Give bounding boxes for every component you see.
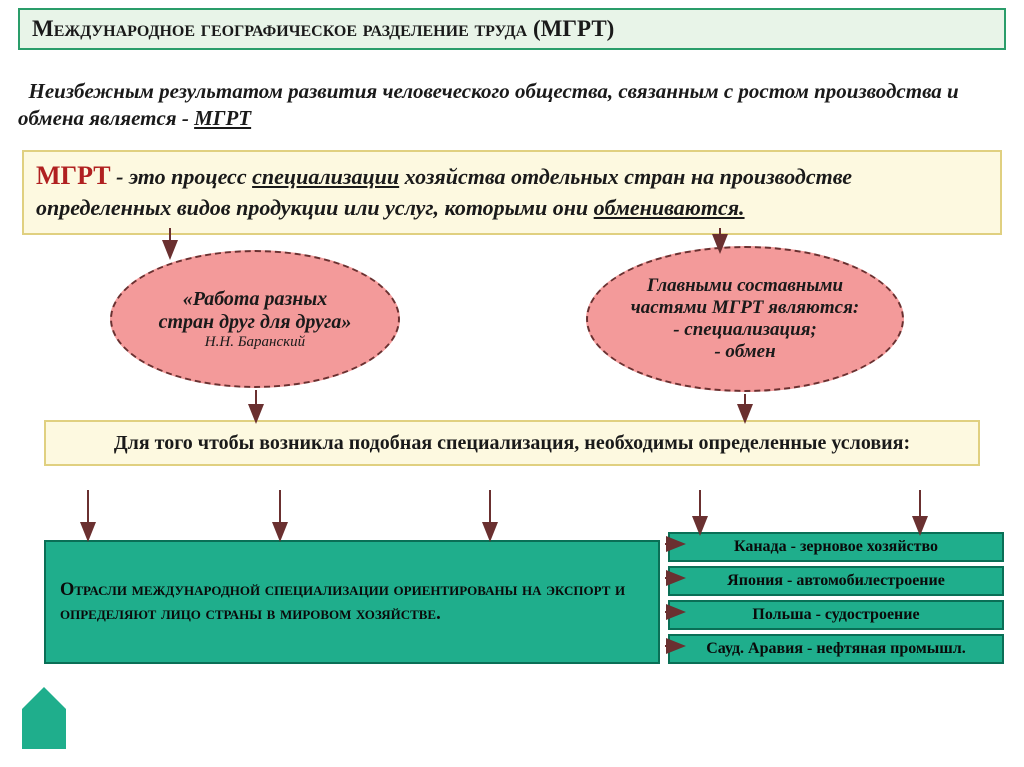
quote-line1: «Работа разных [183, 288, 328, 311]
country-item: Япония - автомобилестроение [668, 566, 1004, 596]
definition-lead: МГРТ [36, 161, 111, 190]
country-item: Сауд. Аравия - нефтяная промышл. [668, 634, 1004, 664]
page-title: Международное географическое разделение … [18, 8, 1006, 50]
quote-line2: стран друг для друга» [159, 311, 352, 334]
title-text: Международное географическое разделение … [32, 16, 614, 41]
country-item: Канада - зерновое хозяйство [668, 532, 1004, 562]
export-box: Отрасли международной специализации орие… [44, 540, 660, 664]
definition-box: МГРТ - это процесс специализации хозяйст… [22, 150, 1002, 235]
home-icon[interactable] [22, 709, 66, 749]
comp-line1: Главными составными [647, 275, 843, 297]
comp-line2: частями МГРТ являются: [631, 297, 859, 319]
comp-line4: - обмен [714, 341, 775, 363]
components-ellipse: Главными составными частями МГРТ являютс… [586, 246, 904, 392]
quote-ellipse: «Работа разных стран друг для друга» Н.Н… [110, 250, 400, 388]
intro-paragraph: Неизбежным результатом развития человече… [18, 78, 1006, 133]
definition-u1: специализации [252, 164, 399, 189]
definition-dash: - [111, 164, 129, 189]
export-text: Отрасли международной специализации орие… [60, 578, 644, 626]
intro-abbr: МГРТ [194, 106, 251, 130]
conditions-box: Для того чтобы возникла подобная специал… [44, 420, 980, 466]
comp-line3: - специализация; [673, 319, 817, 341]
definition-u2: обмениваются. [594, 195, 745, 220]
quote-author: Н.Н. Баранский [205, 334, 305, 351]
country-list: Канада - зерновое хозяйство Япония - авт… [668, 532, 1004, 664]
conditions-text: Для того чтобы возникла подобная специал… [114, 432, 910, 454]
country-item: Польша - судостроение [668, 600, 1004, 630]
definition-p1: это процесс [129, 164, 252, 189]
intro-text: Неизбежным результатом развития человече… [18, 79, 959, 130]
